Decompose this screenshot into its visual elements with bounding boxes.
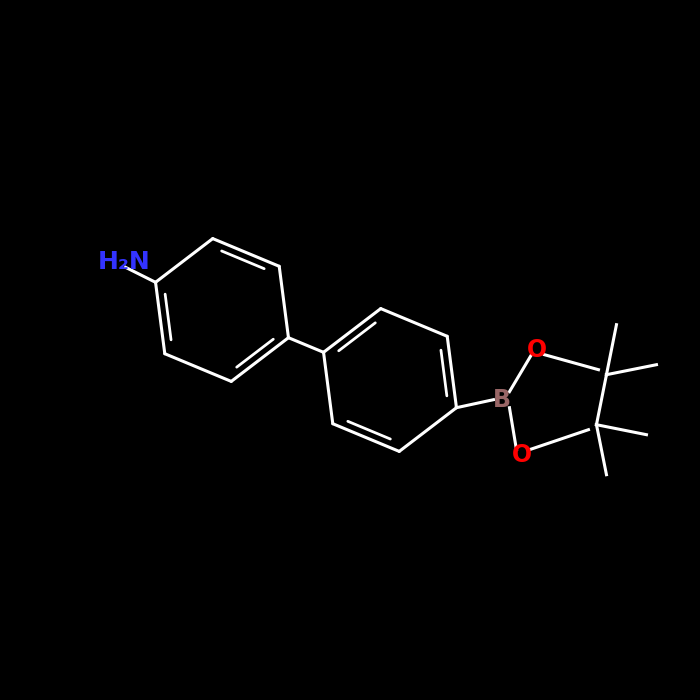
Text: H₂N: H₂N [97,251,150,274]
Text: O: O [526,337,547,362]
Text: O: O [512,442,531,467]
Text: B: B [493,388,510,412]
